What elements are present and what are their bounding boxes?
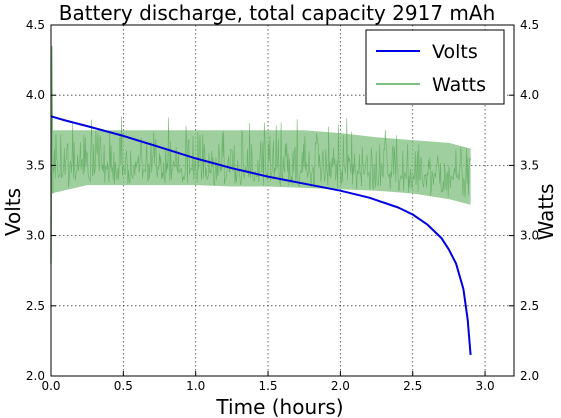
plot-area <box>50 46 472 355</box>
grid <box>51 25 514 376</box>
y-tick-label-left: 3.0 <box>26 229 45 243</box>
x-tick-label: 1.0 <box>186 379 205 393</box>
y-tick-label-right: 3.5 <box>520 158 539 172</box>
x-tick-label: 2.5 <box>403 379 422 393</box>
y-axis-label-right: Watts <box>534 184 558 241</box>
legend: Volts Watts <box>365 29 505 105</box>
x-tick-label: 2.0 <box>331 379 350 393</box>
x-tick-label: 1.5 <box>258 379 277 393</box>
legend-label-volts: Volts <box>432 41 478 63</box>
legend-box <box>365 29 505 105</box>
series-volts-line <box>50 115 472 355</box>
y-tick-label-right: 4.5 <box>520 18 539 32</box>
legend-label-watts: Watts <box>432 74 486 96</box>
y-tick-label-left: 4.0 <box>26 88 45 102</box>
y-axis-label-left: Volts <box>1 188 25 236</box>
x-tick-label: 0.5 <box>114 379 133 393</box>
y-tick-label-right: 2.5 <box>520 299 539 313</box>
y-tick-label-left: 3.5 <box>26 158 45 172</box>
y-tick-label-right: 4.0 <box>520 88 539 102</box>
x-axis-label: Time (hours) <box>215 395 343 418</box>
chart-title: Battery discharge, total capacity 2917 m… <box>59 1 496 25</box>
y-tick-label-left: 2.5 <box>26 299 45 313</box>
y-tick-label-left: 2.0 <box>26 369 45 383</box>
y-tick-label-right: 3.0 <box>520 229 539 243</box>
plot-frame <box>50 24 515 377</box>
series-watts-trace <box>50 116 471 198</box>
y-tick-label-right: 2.0 <box>520 369 539 383</box>
y-tick-label-left: 4.5 <box>26 18 45 32</box>
x-tick-label: 3.0 <box>476 379 495 393</box>
ticks: 0.0 0.5 1.0 1.5 2.0 2.5 3.0 2.0 2.5 3.0 3.5 4.0 4.5 2… <box>26 18 539 393</box>
x-tick-label: 0.0 <box>41 379 60 393</box>
